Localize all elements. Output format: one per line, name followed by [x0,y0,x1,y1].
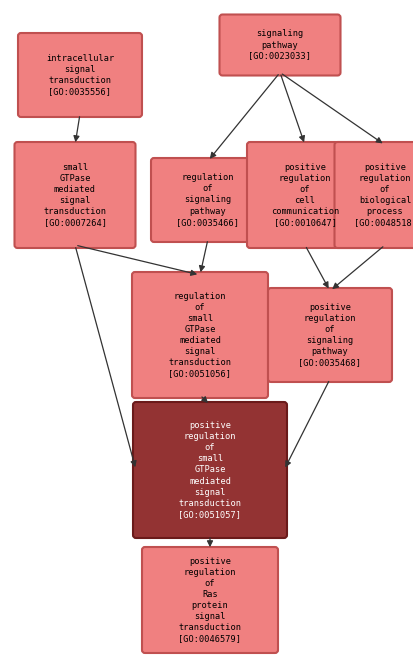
FancyBboxPatch shape [219,14,339,75]
FancyBboxPatch shape [151,158,264,242]
Text: regulation
of
small
GTPase
mediated
signal
transduction
[GO:0051056]: regulation of small GTPase mediated sign… [168,292,231,379]
FancyBboxPatch shape [14,142,135,248]
Text: positive
regulation
of
cell
communication
[GO:0010647]: positive regulation of cell communicatio… [270,163,338,227]
FancyBboxPatch shape [267,288,391,382]
Text: positive
regulation
of
Ras
protein
signal
transduction
[GO:0046579]: positive regulation of Ras protein signa… [178,557,241,644]
Text: positive
regulation
of
signaling
pathway
[GO:0035468]: positive regulation of signaling pathway… [298,303,361,367]
FancyBboxPatch shape [334,142,413,248]
Text: positive
regulation
of
small
GTPase
mediated
signal
transduction
[GO:0051057]: positive regulation of small GTPase medi… [178,421,241,519]
Text: positive
regulation
of
biological
process
[GO:0048518]: positive regulation of biological proces… [353,163,413,227]
FancyBboxPatch shape [142,547,277,653]
Text: intracellular
signal
transduction
[GO:0035556]: intracellular signal transduction [GO:00… [46,54,114,96]
Text: signaling
pathway
[GO:0023033]: signaling pathway [GO:0023033] [248,30,311,60]
Text: regulation
of
signaling
pathway
[GO:0035466]: regulation of signaling pathway [GO:0035… [176,173,239,227]
FancyBboxPatch shape [18,33,142,117]
Text: small
GTPase
mediated
signal
transduction
[GO:0007264]: small GTPase mediated signal transductio… [43,163,106,227]
FancyBboxPatch shape [133,402,286,538]
FancyBboxPatch shape [247,142,362,248]
FancyBboxPatch shape [132,272,267,398]
